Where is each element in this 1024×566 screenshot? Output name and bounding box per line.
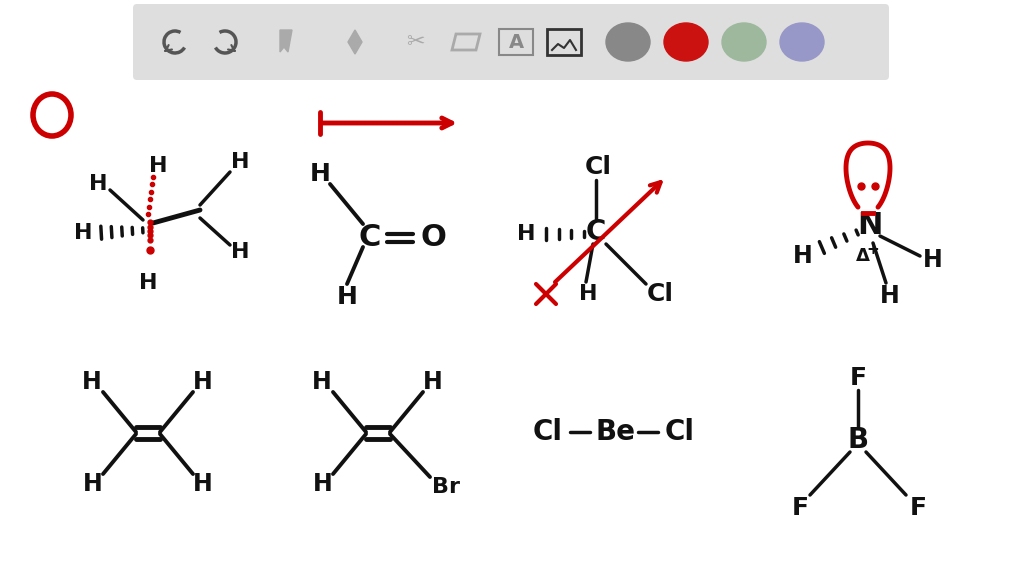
- Text: O: O: [420, 222, 445, 251]
- Ellipse shape: [722, 23, 766, 61]
- Text: H: H: [194, 370, 213, 394]
- Text: H: H: [148, 156, 167, 176]
- Text: H: H: [194, 472, 213, 496]
- Ellipse shape: [606, 23, 650, 61]
- Text: B: B: [848, 426, 868, 454]
- Text: H: H: [579, 284, 597, 304]
- Ellipse shape: [780, 23, 824, 61]
- Text: F: F: [850, 366, 866, 390]
- Text: H: H: [337, 285, 357, 309]
- Text: H: H: [74, 223, 92, 243]
- Text: ✂: ✂: [406, 32, 424, 52]
- Text: Cl: Cl: [646, 282, 674, 306]
- Text: H: H: [880, 284, 900, 308]
- FancyBboxPatch shape: [133, 4, 889, 80]
- Text: Cl: Cl: [665, 418, 695, 446]
- Text: +: +: [866, 242, 880, 258]
- Text: Br: Br: [432, 477, 460, 497]
- Text: H: H: [423, 370, 442, 394]
- Text: H: H: [923, 248, 943, 272]
- Text: H: H: [309, 162, 331, 186]
- Text: Cl: Cl: [534, 418, 563, 446]
- Text: A: A: [509, 32, 523, 52]
- Ellipse shape: [664, 23, 708, 61]
- Text: H: H: [89, 174, 108, 194]
- Text: H: H: [138, 273, 158, 293]
- Text: H: H: [794, 244, 813, 268]
- Text: H: H: [312, 370, 332, 394]
- Text: H: H: [230, 242, 249, 262]
- Text: C: C: [586, 218, 606, 246]
- Polygon shape: [348, 30, 362, 54]
- Polygon shape: [280, 30, 292, 52]
- Text: F: F: [792, 496, 809, 520]
- Text: H: H: [230, 152, 249, 172]
- Text: Cl: Cl: [585, 155, 611, 179]
- Text: Δ: Δ: [856, 247, 870, 265]
- Text: C: C: [358, 222, 381, 251]
- Text: H: H: [82, 370, 101, 394]
- Text: N: N: [857, 212, 883, 241]
- Text: H: H: [83, 472, 102, 496]
- Text: F: F: [909, 496, 927, 520]
- Text: H: H: [313, 472, 333, 496]
- Text: H: H: [517, 224, 536, 244]
- Text: Be: Be: [595, 418, 635, 446]
